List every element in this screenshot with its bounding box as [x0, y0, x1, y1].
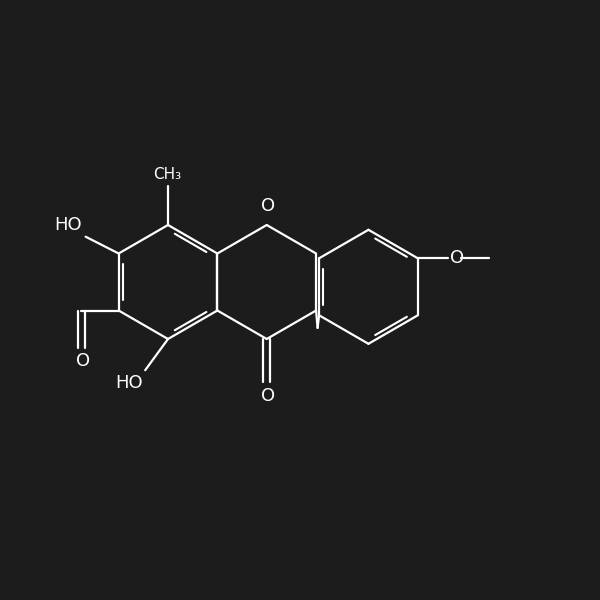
Text: O: O: [76, 352, 89, 370]
Text: CH₃: CH₃: [153, 167, 181, 182]
Text: HO: HO: [115, 374, 143, 392]
Text: O: O: [261, 197, 275, 215]
Text: HO: HO: [55, 216, 82, 234]
Text: O: O: [450, 250, 464, 268]
Text: O: O: [261, 387, 275, 405]
